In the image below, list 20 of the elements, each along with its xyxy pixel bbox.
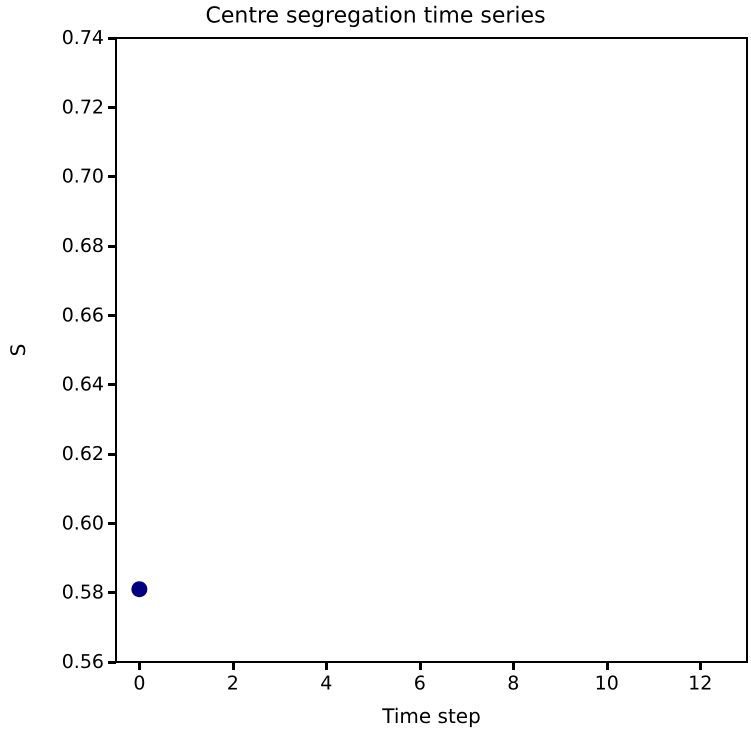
- x-tick-label: 2: [226, 672, 239, 694]
- x-tick-label: 8: [507, 672, 520, 694]
- y-tick-label: 0.58: [62, 582, 104, 604]
- x-tick-label: 12: [688, 672, 712, 694]
- x-tick-label: 0: [133, 672, 146, 694]
- y-axis-title: S: [6, 344, 30, 356]
- x-tick-label: 6: [414, 672, 426, 694]
- y-tick-label: 0.64: [62, 374, 104, 396]
- x-tick-label: 10: [594, 672, 619, 694]
- y-tick-label: 0.60: [62, 512, 104, 534]
- x-axis-title: Time step: [381, 704, 481, 728]
- y-tick-label: 0.66: [62, 304, 104, 326]
- y-tick-label: 0.62: [62, 443, 104, 465]
- y-tick-label: 0.74: [62, 27, 104, 49]
- y-tick-label: 0.72: [62, 96, 104, 118]
- y-tick-label: 0.68: [62, 235, 104, 257]
- y-tick-label: 0.56: [62, 651, 104, 673]
- chart-title: Centre segregation time series: [205, 4, 546, 28]
- y-tick-label: 0.70: [62, 166, 104, 188]
- x-tick-label: 4: [320, 672, 332, 694]
